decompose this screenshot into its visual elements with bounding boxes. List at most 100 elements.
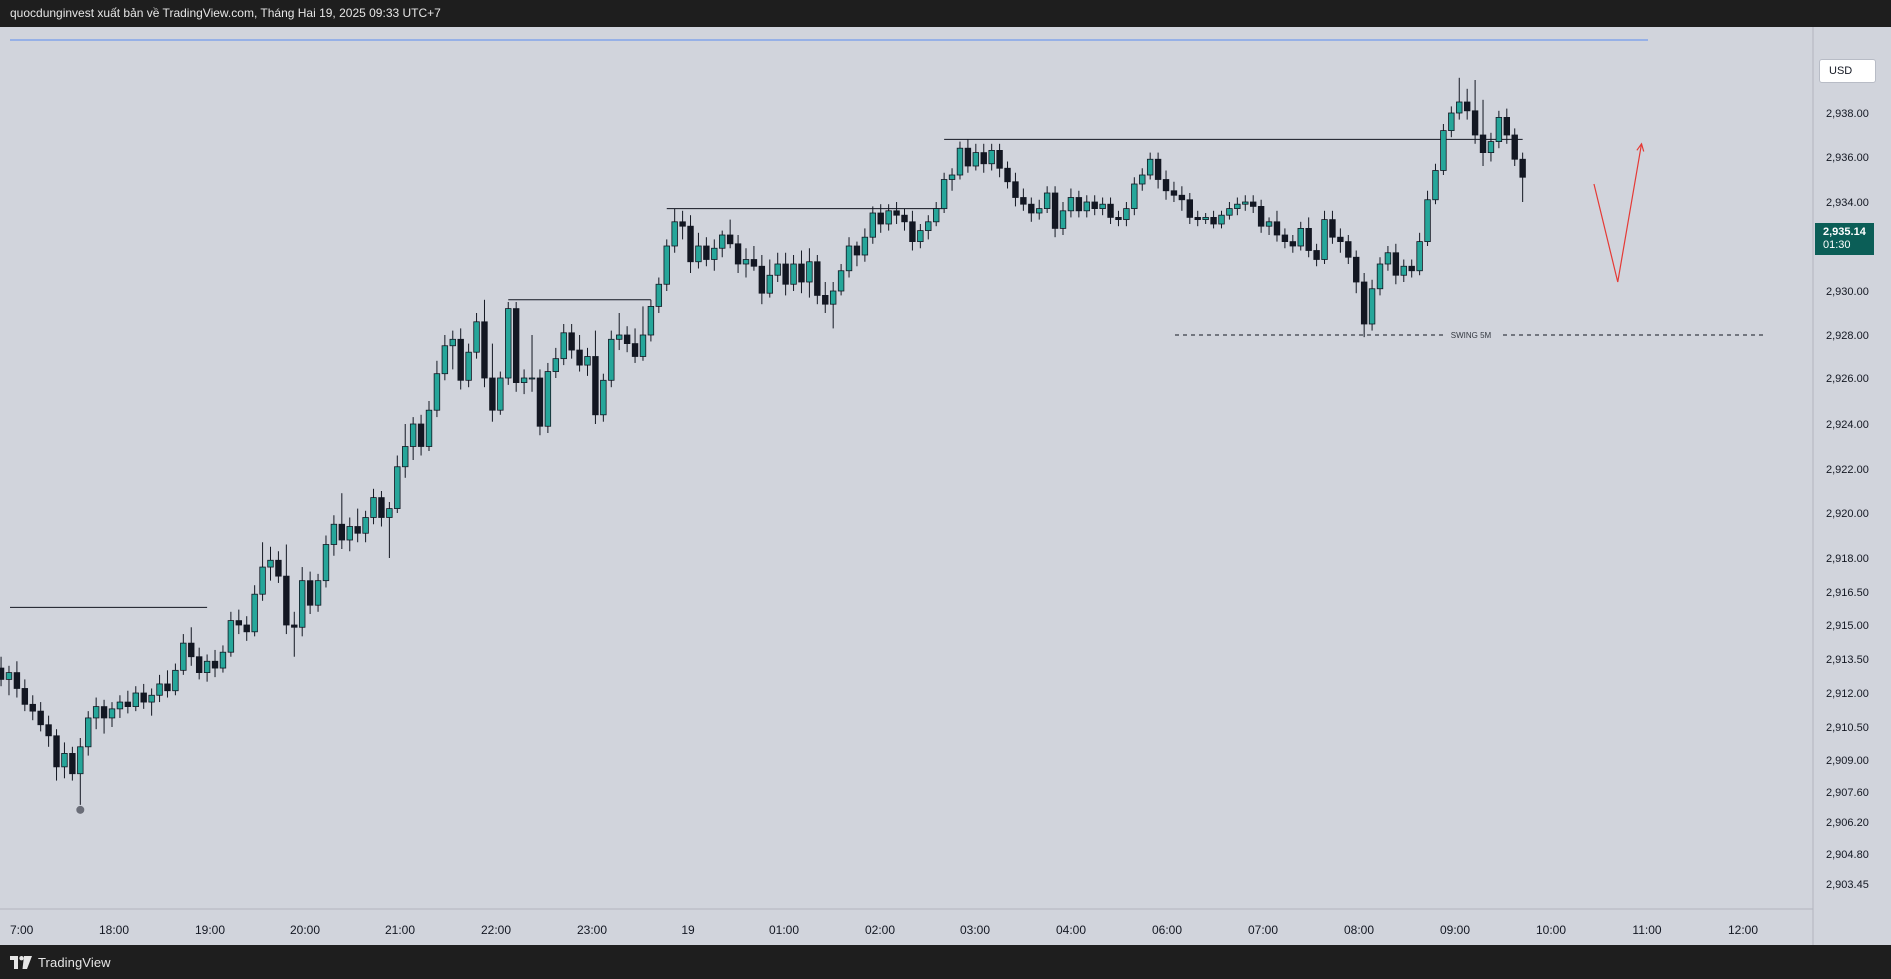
candle[interactable] (861, 228, 869, 262)
candle[interactable] (505, 302, 512, 385)
candle[interactable] (837, 264, 845, 296)
candle[interactable] (13, 661, 21, 698)
candle[interactable] (623, 326, 631, 353)
candle[interactable] (1424, 190, 1431, 246)
candle[interactable] (1289, 235, 1297, 253)
candle[interactable] (600, 373, 607, 422)
candle[interactable] (1091, 195, 1098, 216)
candle[interactable] (481, 299, 488, 388)
price-axis[interactable]: 2,940.002,938.002,936.002,934.002,932.00… (1826, 64, 1869, 891)
candle[interactable] (822, 282, 829, 313)
candle[interactable] (1257, 199, 1265, 233)
candle[interactable] (782, 252, 789, 296)
candle[interactable] (1329, 210, 1336, 244)
candle[interactable] (877, 204, 884, 233)
candle[interactable] (1281, 228, 1289, 249)
candle[interactable] (1043, 186, 1051, 213)
candle[interactable] (520, 369, 528, 395)
candle[interactable] (1273, 210, 1281, 242)
candle[interactable] (298, 567, 306, 637)
candle[interactable] (893, 202, 900, 224)
candle[interactable] (180, 634, 187, 675)
candle[interactable] (1368, 279, 1376, 331)
candle[interactable] (0, 656, 5, 687)
candle[interactable] (639, 306, 647, 361)
candle[interactable] (156, 674, 163, 703)
candle[interactable] (734, 235, 742, 273)
candle[interactable] (1384, 246, 1392, 271)
candle[interactable] (1131, 177, 1138, 216)
candle[interactable] (853, 241, 861, 267)
candle[interactable] (1226, 202, 1233, 220)
candle[interactable] (267, 546, 274, 581)
candle[interactable] (243, 616, 250, 641)
candle[interactable] (172, 663, 179, 696)
candlestick-chart[interactable]: SWING 5M 2,940.002,938.002,936.002,934.0… (0, 27, 1891, 945)
candle[interactable] (1448, 106, 1455, 138)
candle[interactable] (1416, 232, 1423, 276)
candle[interactable] (473, 313, 480, 359)
candle[interactable] (1487, 132, 1495, 162)
candle[interactable] (441, 335, 449, 381)
candle[interactable] (972, 143, 980, 171)
time-axis[interactable]: 7:00 18:00 19:00 20:00 21:00 22:00 23:00 19 01:0… (10, 923, 1758, 937)
candle[interactable] (465, 343, 472, 388)
candle[interactable] (1242, 195, 1249, 211)
candle[interactable] (790, 255, 797, 291)
candle[interactable] (1020, 188, 1027, 211)
candle[interactable] (964, 139, 972, 173)
candle[interactable] (489, 343, 496, 422)
candle[interactable] (631, 328, 639, 363)
candle[interactable] (417, 414, 425, 456)
candle[interactable] (100, 699, 108, 734)
candle[interactable] (45, 715, 52, 747)
candle[interactable] (1178, 186, 1186, 211)
candle[interactable] (1012, 172, 1019, 207)
candle[interactable] (1186, 193, 1193, 224)
candle[interactable] (869, 206, 876, 244)
candle[interactable] (552, 347, 559, 378)
candle[interactable] (798, 250, 805, 294)
candle[interactable] (695, 232, 702, 269)
candle[interactable] (608, 330, 615, 388)
candle[interactable] (354, 508, 361, 543)
candle[interactable] (1360, 273, 1368, 338)
candle[interactable] (1115, 210, 1122, 227)
candle[interactable] (829, 282, 837, 329)
candle[interactable] (259, 542, 266, 601)
candle[interactable] (845, 237, 853, 278)
candle[interactable] (314, 573, 322, 612)
candle[interactable] (1511, 128, 1518, 166)
candle[interactable] (1004, 161, 1011, 189)
candle[interactable] (1059, 202, 1067, 235)
candle[interactable] (1408, 259, 1415, 278)
candle[interactable] (322, 535, 330, 588)
candle[interactable] (61, 742, 68, 779)
candle[interactable] (1162, 170, 1170, 200)
candle[interactable] (1503, 108, 1510, 144)
tradingview-logo[interactable]: TradingView (10, 954, 111, 970)
candle[interactable] (806, 248, 813, 298)
candle[interactable] (251, 585, 258, 637)
candle[interactable] (1432, 163, 1439, 205)
candle[interactable] (925, 215, 932, 240)
candle[interactable] (219, 645, 227, 673)
candle[interactable] (1250, 195, 1257, 213)
candle[interactable] (1376, 257, 1384, 296)
candle[interactable] (750, 246, 758, 271)
candle[interactable] (203, 654, 211, 682)
candle[interactable] (1028, 197, 1035, 222)
candle[interactable] (528, 335, 536, 392)
candle[interactable] (132, 686, 139, 712)
candle[interactable] (235, 609, 242, 635)
candle[interactable] (449, 330, 456, 370)
candle[interactable] (148, 688, 155, 716)
candle[interactable] (885, 204, 892, 231)
projection-path[interactable] (1593, 143, 1643, 283)
candle[interactable] (140, 683, 147, 709)
candle[interactable] (726, 219, 734, 249)
candle[interactable] (766, 259, 773, 298)
candle[interactable] (544, 362, 552, 433)
candle[interactable] (1479, 99, 1487, 166)
candle[interactable] (402, 424, 409, 478)
